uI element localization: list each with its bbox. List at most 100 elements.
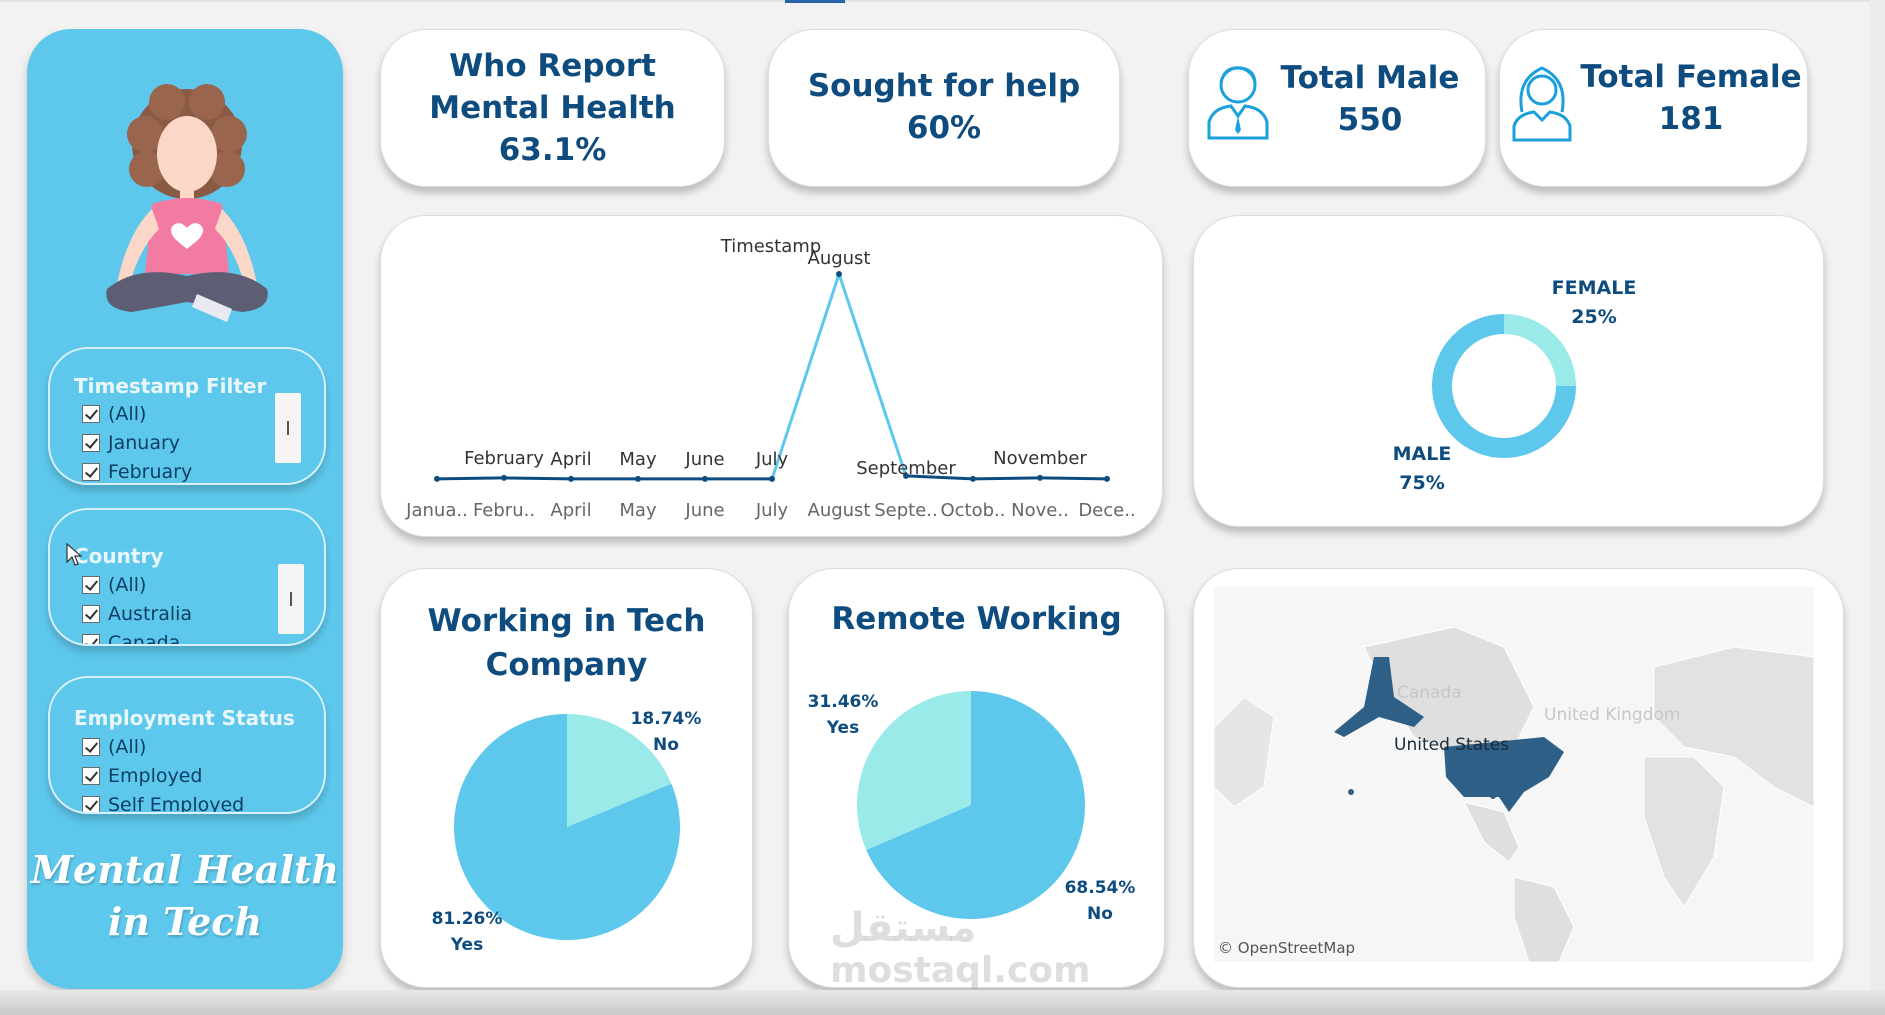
point-label: September [856, 458, 956, 479]
kpi-label: Total Female [1580, 59, 1802, 95]
option-label: January [108, 432, 181, 454]
series-segment [770, 273, 841, 480]
x-tick-label: Septe.. [874, 500, 938, 521]
donut-slice-male [1432, 314, 1576, 458]
series-segment [1039, 476, 1108, 481]
x-tick-label: Nove.. [1011, 500, 1069, 521]
x-tick-label: Febru.. [473, 500, 535, 521]
kpi-label-line1: Who Report [449, 48, 656, 84]
tech-company-pie-card: Working in Tech Company 18.74% No 81.26% Ye… [380, 568, 753, 988]
option-label: Self Employed [108, 794, 245, 814]
filter-option-australia[interactable]: Australia [82, 603, 192, 625]
filter-title: Country [74, 544, 164, 568]
map-label-canada: Canada [1397, 683, 1462, 703]
checkbox[interactable] [82, 576, 100, 594]
checkbox[interactable] [82, 796, 100, 812]
slice-percent: 31.46% [808, 692, 879, 712]
active-tab-indicator[interactable] [785, 0, 845, 3]
point-label: July [755, 449, 789, 470]
x-tick-label: July [755, 500, 789, 521]
watermark-site: mostaql.com [830, 950, 1091, 991]
option-label: February [108, 461, 193, 483]
checkbox[interactable] [82, 767, 100, 785]
option-label: Australia [108, 603, 193, 625]
remote-working-pie-chart[interactable]: 31.46% Yes 68.54% No [789, 569, 1164, 987]
chart-title: Timestamp [720, 236, 821, 257]
timestamp-line-chart[interactable]: Timestamp Janua.. Febru.. April May June July A… [381, 216, 1162, 536]
kpi-card-total-female: Total Female 181 [1499, 29, 1808, 187]
slice-percent: 81.26% [432, 909, 503, 929]
checkbox[interactable] [82, 605, 100, 623]
series-segment [503, 476, 572, 481]
slice-label: FEMALE [1552, 277, 1637, 299]
data-point [635, 475, 641, 482]
pie-slice-yes [454, 714, 680, 940]
female-user-icon [1512, 66, 1572, 142]
mouse-cursor-icon [66, 543, 82, 566]
map-credit: © OpenStreetMap [1218, 939, 1356, 957]
filter-option-january[interactable]: January [82, 432, 180, 454]
usa-shape [1444, 737, 1564, 812]
data-point [702, 475, 708, 482]
data-point [769, 475, 775, 482]
kpi-value: 60% [906, 110, 982, 146]
checkbox[interactable] [82, 634, 100, 644]
filter-option-all[interactable]: (All) [82, 736, 146, 758]
data-point [501, 474, 507, 481]
slice-label: Yes [826, 718, 859, 738]
country-map-card: Canada United Kingdom United States © Op… [1193, 568, 1844, 988]
data-point [1037, 474, 1043, 481]
checkbox[interactable] [82, 405, 100, 423]
filter-option-all[interactable]: (All) [82, 403, 146, 425]
employment-filter-card: Employment Status (All) Employed Self Em… [48, 676, 326, 814]
slice-label: Yes [450, 935, 483, 955]
data-point [568, 475, 574, 482]
sidebar: Timestamp Filter (All) January February … [27, 29, 343, 989]
world-map-shapes [1214, 587, 1814, 962]
kpi-value: 181 [1658, 101, 1724, 137]
filter-option-canada[interactable]: Canada [82, 632, 181, 646]
slice-percent: 75% [1399, 472, 1444, 494]
filter-option-employed[interactable]: Employed [82, 765, 202, 787]
point-label: June [684, 449, 724, 470]
slice-percent: 68.54% [1065, 878, 1136, 898]
remote-working-pie-card: Remote Working 31.46% Yes 68.54% No [788, 568, 1165, 988]
filter-option-self-employed[interactable]: Self Employed [82, 794, 245, 814]
filter-option-all[interactable]: (All) [82, 574, 146, 596]
kpi-card-sought-help: Sought for help 60% [768, 29, 1120, 187]
checkbox[interactable] [82, 463, 100, 481]
x-tick-label: Dece.. [1078, 500, 1135, 521]
slice-label: No [1087, 904, 1113, 924]
series-segment [905, 474, 974, 481]
kpi-label: Total Male [1280, 60, 1460, 96]
x-tick-label: Octob.. [940, 500, 1005, 521]
option-label: Canada [108, 632, 181, 646]
slice-percent: 18.74% [631, 709, 702, 729]
slice-label: No [653, 735, 679, 755]
kpi-label: Sought for help [807, 68, 1081, 104]
gender-donut-card: FEMALE 25% MALE 75% [1193, 215, 1824, 527]
filter-title: Employment Status [74, 706, 295, 730]
tech-company-pie-chart[interactable]: 18.74% No 81.26% Yes [381, 569, 752, 987]
world-map[interactable]: Canada United Kingdom United States © Op… [1214, 587, 1814, 962]
filter-title: Timestamp Filter [74, 374, 267, 398]
option-label: (All) [108, 403, 147, 425]
series-segment [436, 476, 505, 481]
gender-donut-chart[interactable]: FEMALE 25% MALE 75% [1194, 216, 1823, 526]
filter-option-february[interactable]: February [82, 461, 192, 483]
kpi-card-total-male: Total Male 550 [1188, 29, 1486, 187]
timestamp-filter-card: Timestamp Filter (All) January February [48, 347, 326, 485]
filter-scrollbar[interactable] [275, 393, 301, 463]
data-point [1104, 475, 1110, 482]
checkbox[interactable] [82, 434, 100, 452]
kpi-label-line2: Mental Health [429, 90, 676, 126]
option-label: Employed [108, 765, 203, 787]
kpi-value: 550 [1337, 102, 1403, 138]
point-label: April [550, 449, 591, 470]
filter-scrollbar[interactable] [278, 564, 304, 634]
x-tick-label: June [684, 500, 724, 521]
country-filter-card: Country (All) Australia Canada [48, 508, 326, 646]
checkbox[interactable] [82, 738, 100, 756]
vertical-scrollbar[interactable] [1870, 0, 1885, 1015]
series-segment [837, 273, 908, 477]
